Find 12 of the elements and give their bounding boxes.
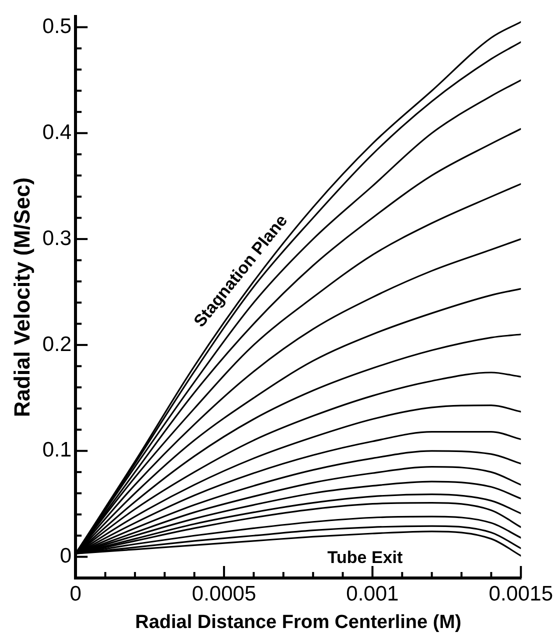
x-axis-title: Radial Distance From Centerline (M): [135, 612, 462, 633]
y-tick-label: 0.4: [42, 120, 72, 144]
x-tick-label: 0.0015: [488, 582, 553, 606]
y-tick-label: 0.1: [42, 438, 72, 462]
x-tick-label: 0.001: [346, 582, 399, 606]
y-axis-title: Radial Velocity (M/Sec): [9, 177, 34, 418]
y-tick-label: 0.3: [42, 226, 72, 250]
y-tick-label: 0.5: [42, 14, 72, 38]
y-tick-label: 0: [60, 544, 72, 568]
y-tick-label: 0.2: [42, 332, 72, 356]
annotation: Tube Exit: [327, 548, 403, 568]
x-tick-label: 0.0005: [192, 582, 256, 606]
